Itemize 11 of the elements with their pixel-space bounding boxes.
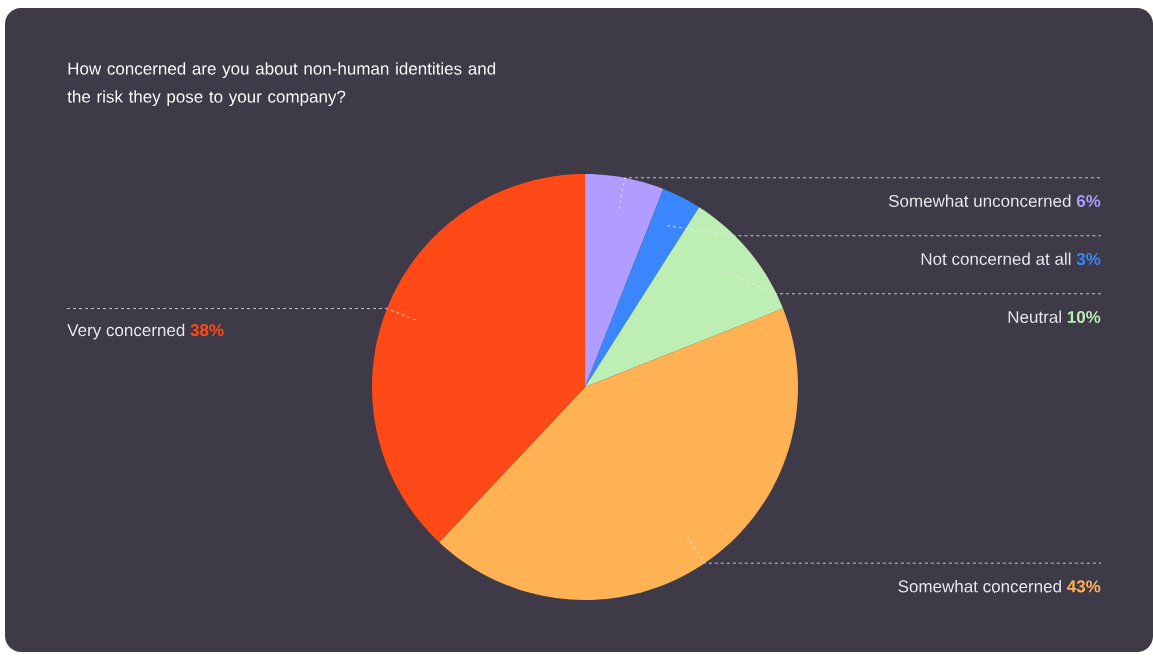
data-label: 43%: [1067, 580, 1101, 593]
data-label: 38%: [190, 324, 224, 337]
data-label: 6%: [1076, 194, 1101, 208]
slice-label: Somewhat unconcerned: [888, 194, 1071, 208]
slice-label: Very concerned: [67, 323, 185, 340]
data-label: 3%: [1076, 252, 1101, 266]
slice-label: Neutral: [1008, 310, 1061, 324]
slice-label: Somewhat concerned: [898, 579, 1061, 593]
data-label: 10%: [1067, 310, 1101, 324]
slice-label: Not concerned at all: [921, 252, 1071, 265]
chart-title: How concerned are you about non-human identities and the risk they pose to your company?: [67, 62, 496, 107]
